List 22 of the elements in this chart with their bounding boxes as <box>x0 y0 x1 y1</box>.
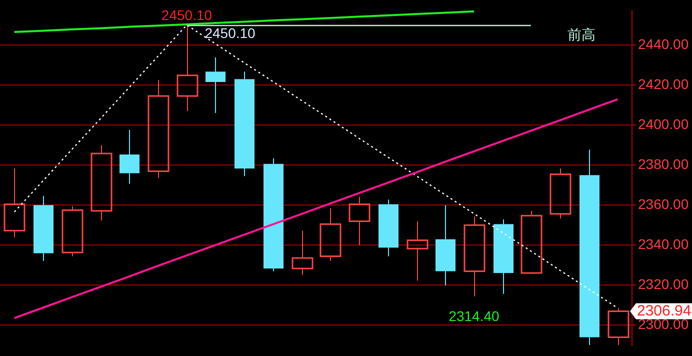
annotation: 2314.40 <box>448 308 500 324</box>
candlestick <box>90 144 112 221</box>
candlestick <box>148 79 170 178</box>
y-tick-label: 2320.00 <box>638 276 689 292</box>
annotation: 2450.10 <box>204 24 256 41</box>
y-tick-label: 2340.00 <box>638 236 689 252</box>
ref-line-label: 前高 <box>567 26 596 42</box>
candlestick <box>176 24 198 112</box>
candlestick <box>320 208 342 262</box>
candlestick <box>550 168 572 219</box>
y-tick-label: 2380.00 <box>638 156 689 172</box>
y-tick-label: 2420.00 <box>638 76 689 92</box>
y-tick-label: 2400.00 <box>638 116 689 132</box>
y-tick-label: 2440.00 <box>638 36 689 52</box>
candlestick <box>464 216 486 297</box>
candlestick <box>4 168 26 238</box>
candlestick <box>292 230 314 276</box>
candlestick <box>348 196 370 246</box>
candlestick <box>608 308 630 346</box>
y-tick-label: 2360.00 <box>638 196 689 212</box>
annotation: 2450.10 <box>161 6 212 23</box>
candlestick <box>406 220 428 282</box>
